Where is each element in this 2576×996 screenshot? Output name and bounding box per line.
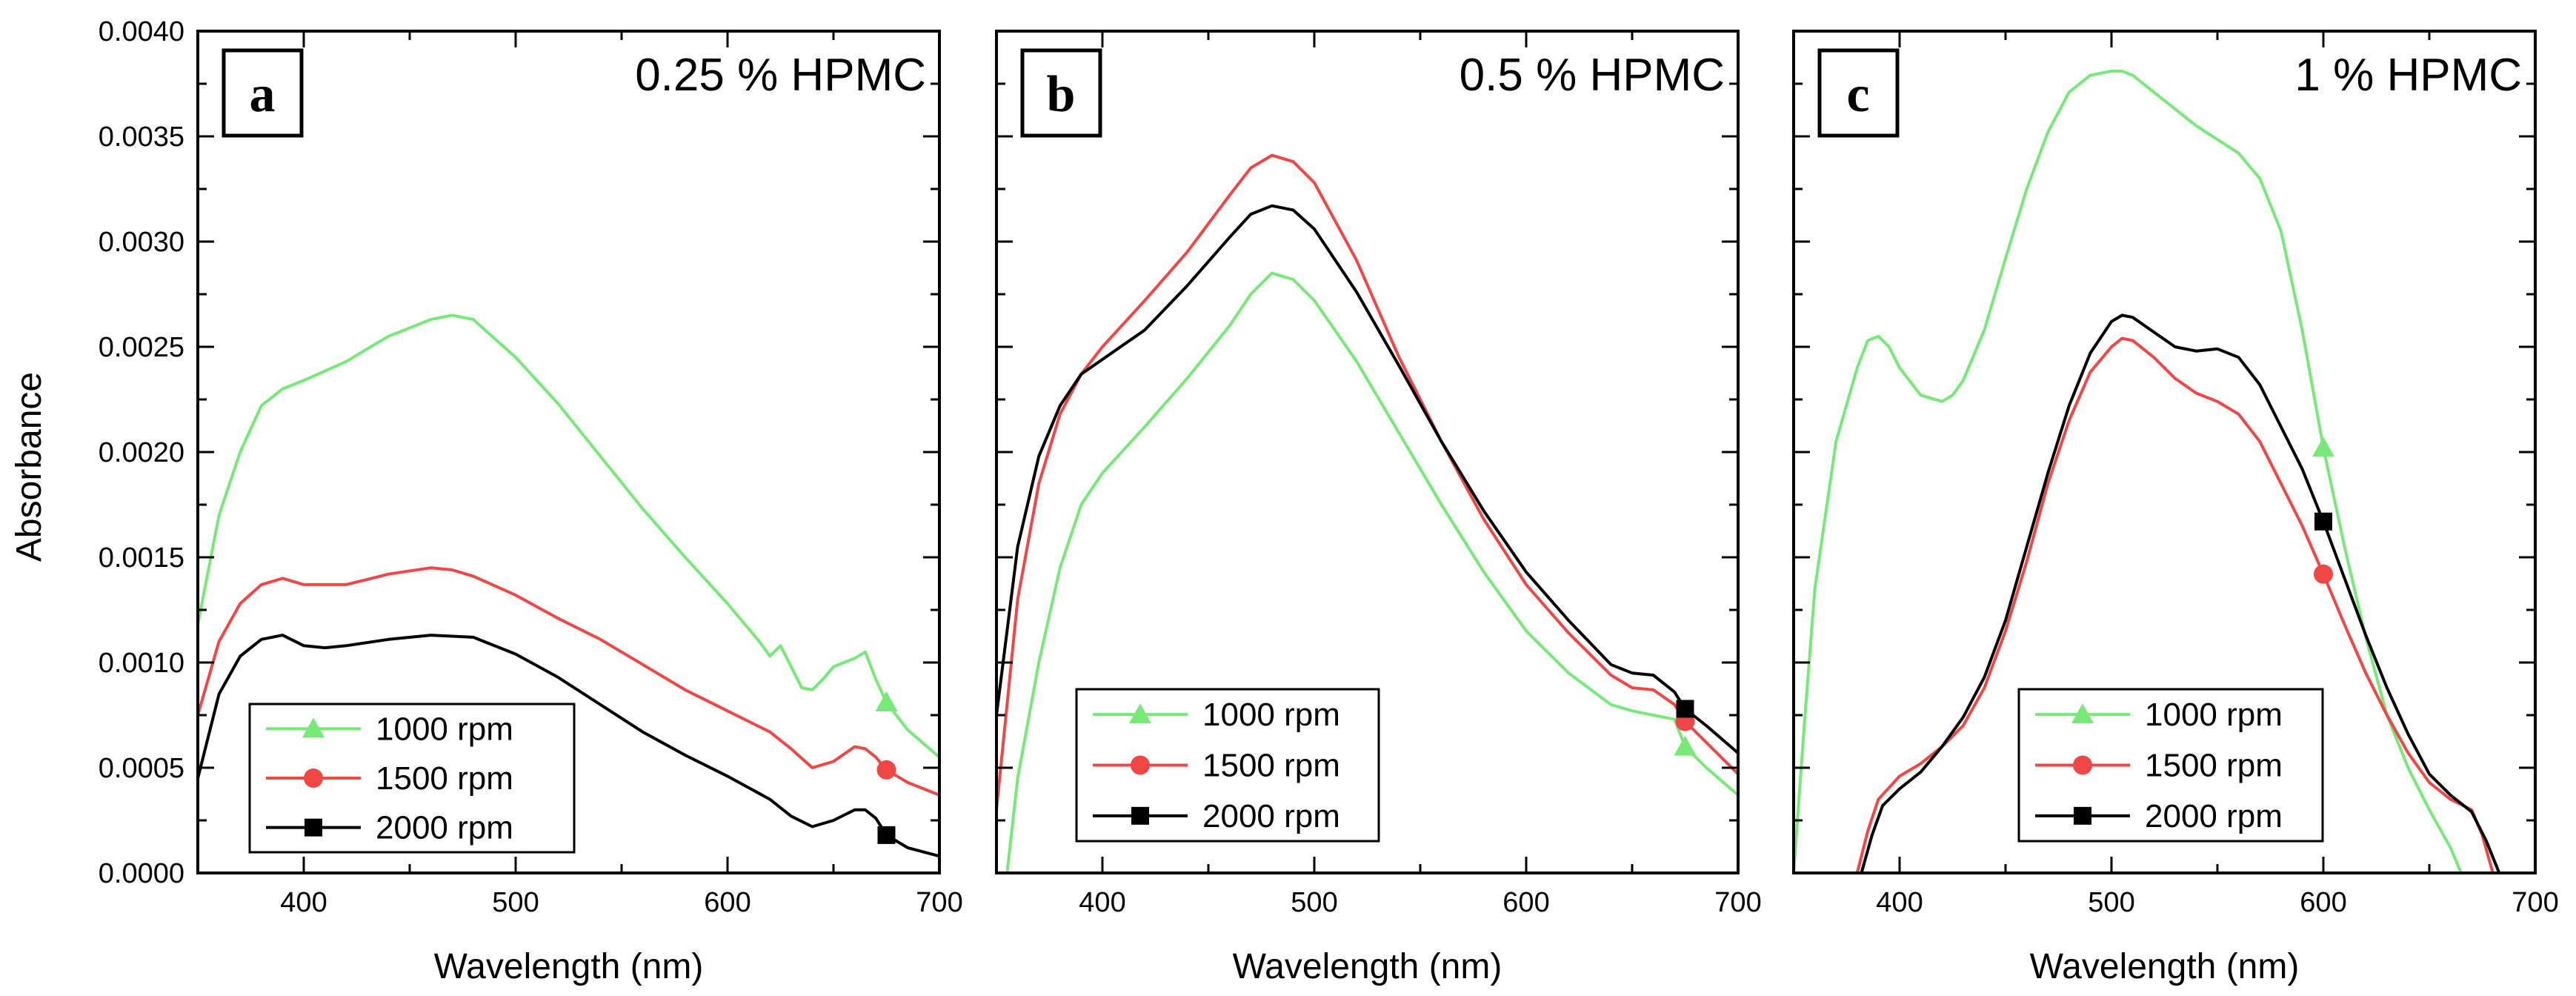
series-marker-1500-rpm xyxy=(876,760,896,780)
x-tick-label: 500 xyxy=(1291,887,1337,918)
legend-swatch-marker xyxy=(1131,806,1149,825)
series-marker-2000-rpm xyxy=(2314,512,2332,531)
legend-swatch-marker xyxy=(2074,806,2091,825)
x-tick-label: 400 xyxy=(1876,887,1923,918)
series-marker-1000-rpm xyxy=(1674,735,1697,756)
series-line-1500-rpm xyxy=(198,566,939,797)
y-axis-label: Absorbance xyxy=(10,372,49,562)
legend-label: 1000 rpm xyxy=(1202,697,1340,733)
series-line-2000-rpm xyxy=(198,634,939,858)
x-tick-label: 600 xyxy=(1502,887,1549,918)
legend-swatch-marker xyxy=(304,818,322,837)
series-line-2000-rpm xyxy=(996,204,1738,755)
legend: 1000 rpm 1500 rpm 2000 rpm xyxy=(1075,688,1380,843)
x-tick-label: 500 xyxy=(492,887,539,918)
x-axis-label: Wavelength (nm) xyxy=(2030,947,2300,986)
panel-letter-box xyxy=(1020,48,1102,138)
legend-swatch-marker xyxy=(2073,755,2092,775)
legend: 1000 rpm 1500 rpm 2000 rpm xyxy=(2017,688,2324,843)
y-tick-label: 0.0015 xyxy=(99,542,184,574)
chart-panel-a: 400 500 600 700 0.0000 0.0005 0.0010 0.0015 0.00… xyxy=(99,16,963,986)
panel-letter-box xyxy=(1817,48,1900,138)
series-marker-1000-rpm xyxy=(875,691,898,711)
legend-label: 1500 rpm xyxy=(2145,748,2283,784)
legend-swatch-marker xyxy=(1131,755,1150,775)
series-line-1000-rpm xyxy=(1005,271,1738,873)
y-tick-label: 0.0020 xyxy=(99,437,184,468)
panel-letter: b xyxy=(1047,66,1076,123)
x-tick-label: 700 xyxy=(1714,887,1761,918)
legend-label: 1000 rpm xyxy=(2145,697,2283,733)
y-tick-label: 0.0010 xyxy=(99,648,184,679)
y-tick-label: 0.0035 xyxy=(99,122,184,153)
legend-label: 1500 rpm xyxy=(1202,748,1340,784)
x-tick-label: 400 xyxy=(1079,887,1125,918)
legend-label: 2000 rpm xyxy=(376,810,513,846)
y-tick-label: 0.0000 xyxy=(99,858,184,889)
legend: 1000 rpm 1500 rpm 2000 rpm xyxy=(248,703,576,854)
panel-title: 1 % HPMC xyxy=(2294,50,2522,101)
x-tick-label: 700 xyxy=(916,887,962,918)
series-marker-2000-rpm xyxy=(877,826,896,844)
panel-letter-box xyxy=(222,48,304,138)
y-tick-label: 0.0030 xyxy=(99,227,184,258)
series-line-1000-rpm xyxy=(1794,70,2463,873)
legend-label: 1000 rpm xyxy=(376,711,513,747)
x-tick-label: 400 xyxy=(280,887,327,918)
y-tick-label: 0.0005 xyxy=(99,753,184,784)
series-marker-1500-rpm xyxy=(2314,564,2333,584)
x-axis-label: Wavelength (nm) xyxy=(434,947,704,986)
x-tick-label: 600 xyxy=(704,887,750,918)
legend-swatch-marker xyxy=(2071,703,2094,724)
panel-letter: a xyxy=(250,66,276,123)
series-marker-2000-rpm xyxy=(1676,700,1694,718)
legend-swatch-marker xyxy=(302,717,325,738)
series-line-1500-rpm xyxy=(1855,336,2495,873)
legend-swatch-marker xyxy=(1129,703,1151,724)
legend-label: 2000 rpm xyxy=(2145,798,2283,834)
x-tick-label: 700 xyxy=(2512,887,2558,918)
x-tick-label: 500 xyxy=(2088,887,2134,918)
chart-panel-b: 400 500 600 700 Wavelength (nm) b 0.5 % HPMC 10… xyxy=(995,30,1762,986)
y-tick-label: 0.0040 xyxy=(99,16,184,47)
series-marker-1000-rpm xyxy=(2312,436,2334,457)
x-tick-label: 600 xyxy=(2300,887,2346,918)
legend-label: 2000 rpm xyxy=(1202,798,1340,834)
series-line-1000-rpm xyxy=(198,313,939,759)
legend-swatch-marker xyxy=(304,768,323,788)
panel-letter: c xyxy=(1846,66,1869,123)
legend-label: 1500 rpm xyxy=(376,760,513,797)
panel-title: 0.25 % HPMC xyxy=(635,50,926,101)
panel-title: 0.5 % HPMC xyxy=(1460,50,1725,101)
chart-panel-c: 400 500 600 700 Wavelength (nm) c 1 % HPMC 1000… xyxy=(1792,30,2559,986)
series-line-1500-rpm xyxy=(996,153,1738,811)
series-line-2000-rpm xyxy=(1860,313,2501,873)
x-axis-label: Wavelength (nm) xyxy=(1233,947,1502,986)
y-tick-label: 0.0025 xyxy=(99,332,184,363)
